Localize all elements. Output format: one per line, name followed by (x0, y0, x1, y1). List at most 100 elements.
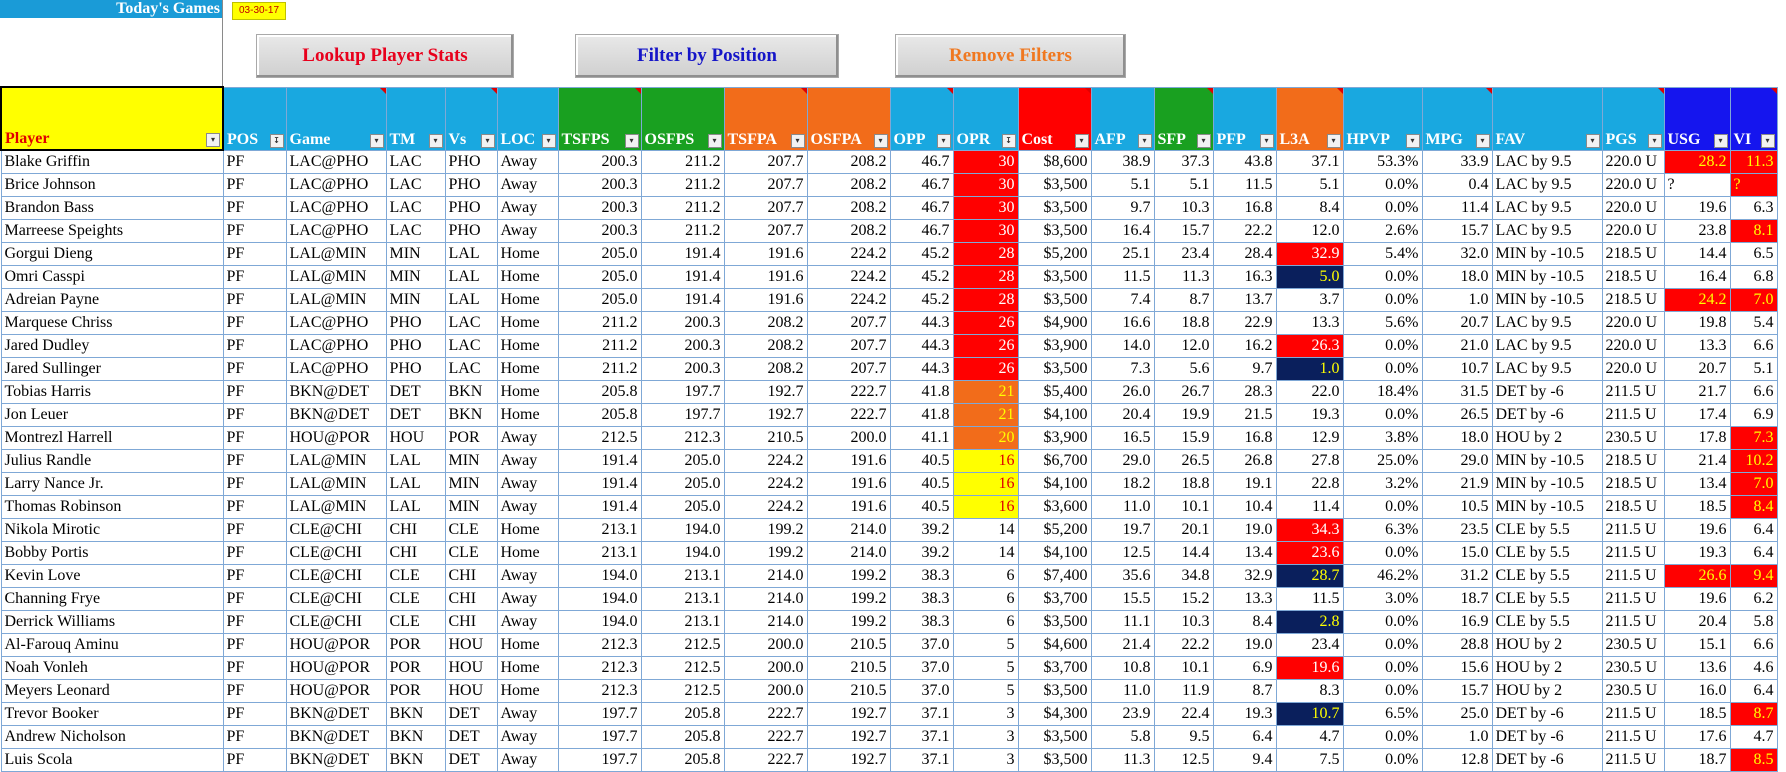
cell-player[interactable]: Adreian Payne (0, 288, 224, 312)
cell-fav[interactable]: LAC by 9.5 (1491, 334, 1603, 358)
cell-opr[interactable]: 28 (952, 288, 1019, 312)
cell-vs[interactable]: MIN (444, 472, 498, 496)
cell-usg[interactable]: 24.2 (1663, 288, 1731, 312)
cell-player[interactable]: Marreese Speights (0, 219, 224, 243)
cell-tsfpa[interactable]: 222.7 (723, 725, 808, 749)
cell-tsfps[interactable]: 197.7 (557, 748, 642, 772)
cell-pgs[interactable]: 211.5 U (1601, 380, 1665, 404)
filter-dropdown-icon[interactable]: ▾ (1405, 133, 1420, 148)
cell-hpvp[interactable]: 18.4% (1342, 380, 1423, 404)
cell-mpg[interactable]: 21.9 (1421, 472, 1493, 496)
cell-vi[interactable]: ? (1729, 173, 1778, 197)
cell-usg[interactable]: 19.3 (1663, 541, 1731, 565)
cell-tsfpa[interactable]: 224.2 (723, 495, 808, 519)
cell-loc[interactable]: Away (496, 748, 559, 772)
cell-tsfpa[interactable]: 200.0 (723, 679, 808, 703)
cell-player[interactable]: Al-Farouq Aminu (0, 633, 224, 657)
cell-afp[interactable]: 35.6 (1090, 564, 1155, 588)
cell-pos[interactable]: PF (222, 495, 287, 519)
cell-opp[interactable]: 37.1 (889, 748, 954, 772)
cell-vi[interactable]: 6.2 (1729, 587, 1778, 611)
cell-opp[interactable]: 40.5 (889, 449, 954, 473)
cell-osfpa[interactable]: 210.5 (806, 656, 891, 680)
cell-game[interactable]: CLE@CHI (285, 564, 387, 588)
cell-tsfps[interactable]: 211.2 (557, 357, 642, 381)
cell-osfpa[interactable]: 224.2 (806, 242, 891, 266)
cell-mpg[interactable]: 18.0 (1421, 426, 1493, 450)
cell-l3a[interactable]: 23.4 (1275, 633, 1344, 657)
cell-loc[interactable]: Away (496, 149, 559, 174)
cell-loc[interactable]: Away (496, 495, 559, 519)
cell-mpg[interactable]: 28.8 (1421, 633, 1493, 657)
cell-sfp[interactable]: 8.7 (1153, 288, 1214, 312)
filter-dropdown-icon[interactable]: ▾ (624, 133, 639, 148)
cell-vs[interactable]: DET (444, 702, 498, 726)
cell-mpg[interactable]: 18.7 (1421, 587, 1493, 611)
filter-dropdown-icon[interactable]: ▾ (1259, 133, 1274, 148)
cell-usg[interactable]: 18.7 (1663, 748, 1731, 772)
cell-pos[interactable]: PF (222, 426, 287, 450)
cell-opp[interactable]: 40.5 (889, 495, 954, 519)
cell-tsfps[interactable]: 200.3 (557, 149, 642, 174)
cell-tsfpa[interactable]: 191.6 (723, 242, 808, 266)
cell-hpvp[interactable]: 6.5% (1342, 702, 1423, 726)
cell-l3a[interactable]: 34.3 (1275, 518, 1344, 542)
cell-usg[interactable]: 13.6 (1663, 656, 1731, 680)
cell-osfps[interactable]: 197.7 (640, 380, 725, 404)
cell-pfp[interactable]: 16.3 (1212, 265, 1277, 289)
cell-l3a[interactable]: 5.0 (1275, 265, 1344, 289)
cell-tsfpa[interactable]: 207.7 (723, 173, 808, 197)
cell-player[interactable]: Jared Sullinger (0, 357, 224, 381)
cell-tsfps[interactable]: 200.3 (557, 219, 642, 243)
cell-osfpa[interactable]: 191.6 (806, 472, 891, 496)
cell-l3a[interactable]: 12.0 (1275, 219, 1344, 243)
cell-opr[interactable]: 5 (952, 656, 1019, 680)
cell-pos[interactable]: PF (222, 518, 287, 542)
cell-sfp[interactable]: 5.6 (1153, 357, 1214, 381)
cell-game[interactable]: LAC@PHO (285, 357, 387, 381)
cell-afp[interactable]: 11.5 (1090, 265, 1155, 289)
cell-game[interactable]: LAC@PHO (285, 173, 387, 197)
cell-game[interactable]: LAL@MIN (285, 288, 387, 312)
cell-player[interactable]: Blake Griffin (0, 149, 224, 174)
cell-osfpa[interactable]: 208.2 (806, 173, 891, 197)
cell-tm[interactable]: LAL (385, 449, 446, 473)
cell-opr[interactable]: 30 (952, 196, 1019, 220)
cell-tsfpa[interactable]: 199.2 (723, 541, 808, 565)
cell-osfps[interactable]: 211.2 (640, 196, 725, 220)
cell-sfp[interactable]: 23.4 (1153, 242, 1214, 266)
cell-afp[interactable]: 9.7 (1090, 196, 1155, 220)
cell-pos[interactable]: PF (222, 149, 287, 174)
cell-mpg[interactable]: 15.7 (1421, 679, 1493, 703)
cell-cost[interactable]: $3,700 (1017, 656, 1092, 680)
cell-pfp[interactable]: 32.9 (1212, 564, 1277, 588)
cell-vs[interactable]: HOU (444, 656, 498, 680)
cell-vi[interactable]: 9.4 (1729, 564, 1778, 588)
cell-afp[interactable]: 16.4 (1090, 219, 1155, 243)
cell-vi[interactable]: 6.4 (1729, 679, 1778, 703)
cell-tsfps[interactable]: 191.4 (557, 472, 642, 496)
cell-opr[interactable]: 30 (952, 149, 1019, 174)
cell-tm[interactable]: CHI (385, 518, 446, 542)
cell-pgs[interactable]: 211.5 U (1601, 610, 1665, 634)
cell-cost[interactable]: $3,500 (1017, 173, 1092, 197)
cell-tm[interactable]: BKN (385, 702, 446, 726)
cell-tsfpa[interactable]: 208.2 (723, 334, 808, 358)
cell-opr[interactable]: 5 (952, 679, 1019, 703)
cell-osfpa[interactable]: 199.2 (806, 587, 891, 611)
cell-cost[interactable]: $3,500 (1017, 219, 1092, 243)
cell-pfp[interactable]: 19.0 (1212, 633, 1277, 657)
cell-vs[interactable]: PHO (444, 219, 498, 243)
cell-loc[interactable]: Home (496, 518, 559, 542)
cell-vi[interactable]: 4.6 (1729, 656, 1778, 680)
cell-afp[interactable]: 10.8 (1090, 656, 1155, 680)
cell-hpvp[interactable]: 3.8% (1342, 426, 1423, 450)
cell-opr[interactable]: 28 (952, 242, 1019, 266)
cell-opr[interactable]: 30 (952, 173, 1019, 197)
cell-hpvp[interactable]: 0.0% (1342, 679, 1423, 703)
cell-hpvp[interactable]: 0.0% (1342, 725, 1423, 749)
cell-loc[interactable]: Home (496, 242, 559, 266)
cell-mpg[interactable]: 12.8 (1421, 748, 1493, 772)
cell-pgs[interactable]: 211.5 U (1601, 403, 1665, 427)
cell-pfp[interactable]: 9.4 (1212, 748, 1277, 772)
